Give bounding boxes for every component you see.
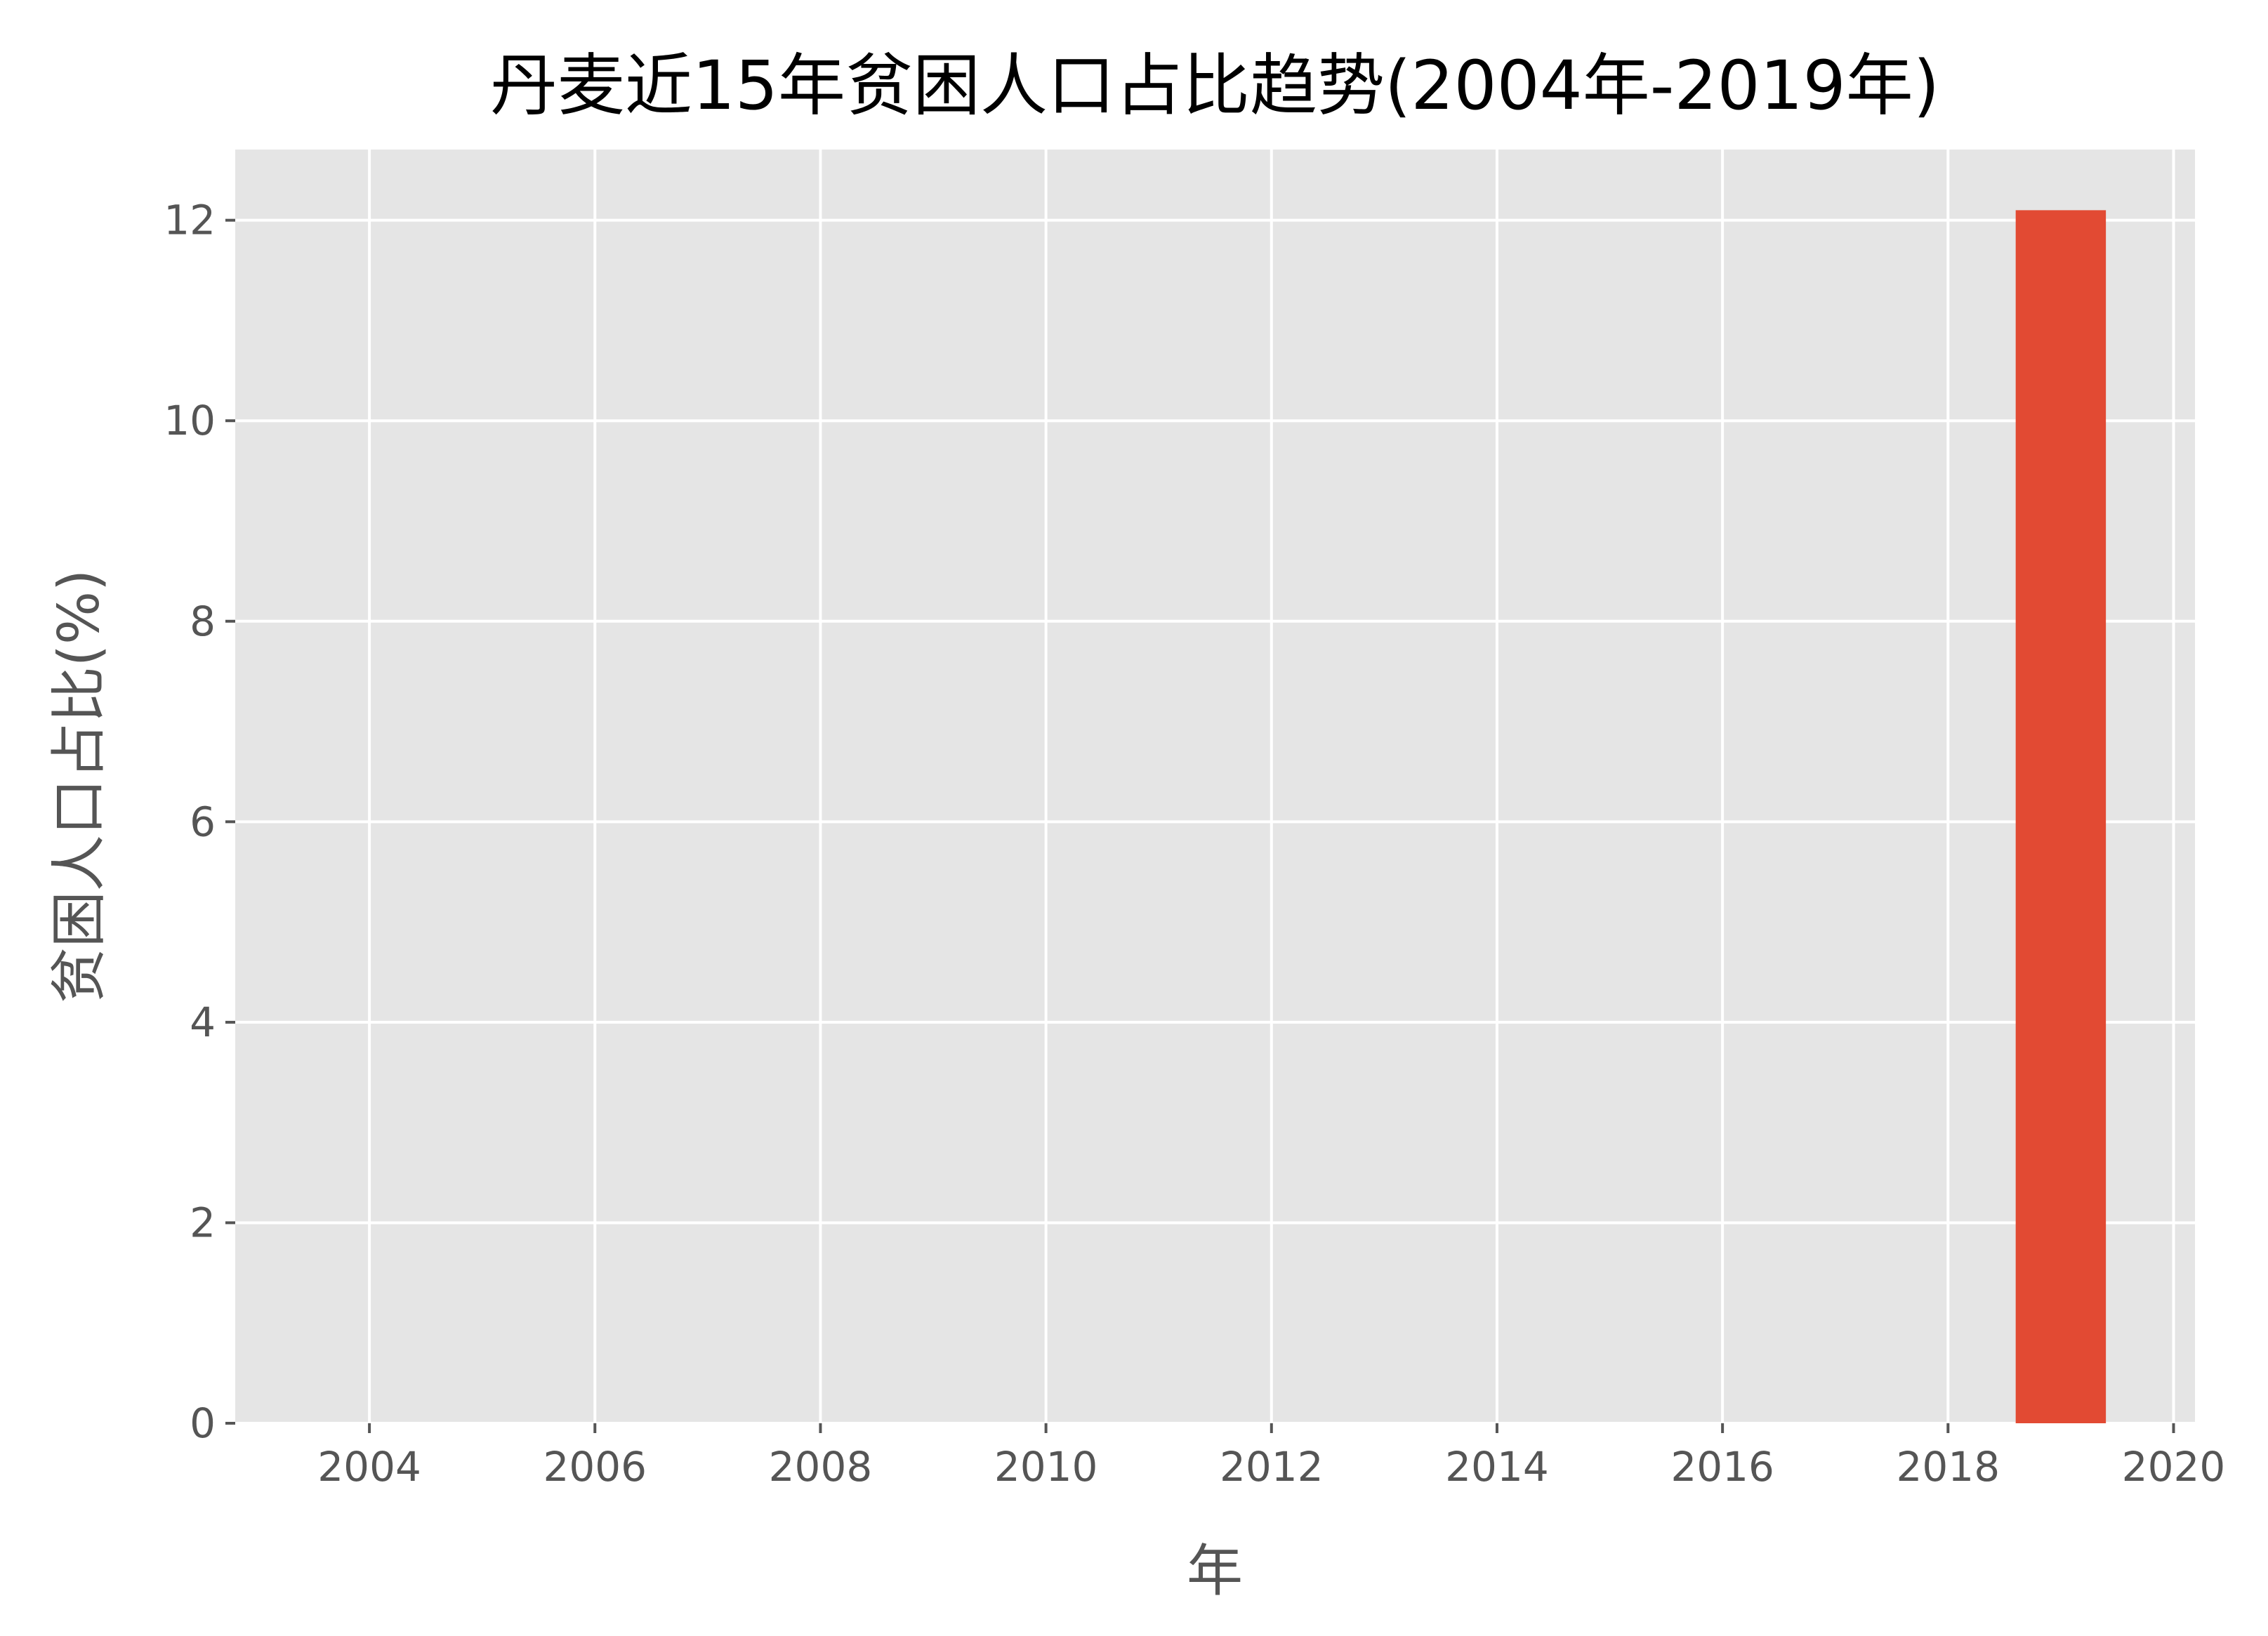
bars (2015, 210, 2107, 1423)
x-axis-label: 年 (1187, 1538, 1243, 1604)
x-tick-label: 2018 (1897, 1443, 2000, 1491)
y-tick-label: 8 (190, 598, 216, 645)
y-axis-ticks: 0 2 4 6 8 10 12 (164, 197, 235, 1447)
y-tick-label: 2 (190, 1199, 216, 1246)
y-axis-label: 贫困人口占比(%) (46, 569, 112, 1003)
y-tick-label: 6 (190, 798, 216, 845)
y-tick-label: 10 (164, 397, 216, 444)
x-tick-label: 2006 (543, 1443, 647, 1491)
x-tick-label: 2012 (1220, 1443, 1324, 1491)
bar-2019 (2015, 210, 2107, 1423)
y-tick-label: 4 (190, 998, 216, 1046)
x-tick-label: 2008 (769, 1443, 873, 1491)
x-tick-label: 2014 (1445, 1443, 1549, 1491)
plot-area (235, 150, 2195, 1423)
x-tick-label: 2004 (317, 1443, 421, 1491)
y-tick-label: 12 (164, 197, 216, 244)
gridlines (235, 150, 2195, 1425)
x-tick-label: 2020 (2122, 1443, 2226, 1491)
x-tick-label: 2010 (994, 1443, 1098, 1491)
chart-title: 丹麦近15年贫困人口占比趋势(2004年-2019年) (490, 46, 1939, 125)
y-tick-label: 0 (190, 1399, 216, 1447)
x-tick-label: 2016 (1670, 1443, 1774, 1491)
x-axis-ticks: 2004 2006 2008 2010 2012 2014 2016 2018 2020 (317, 1423, 2225, 1491)
